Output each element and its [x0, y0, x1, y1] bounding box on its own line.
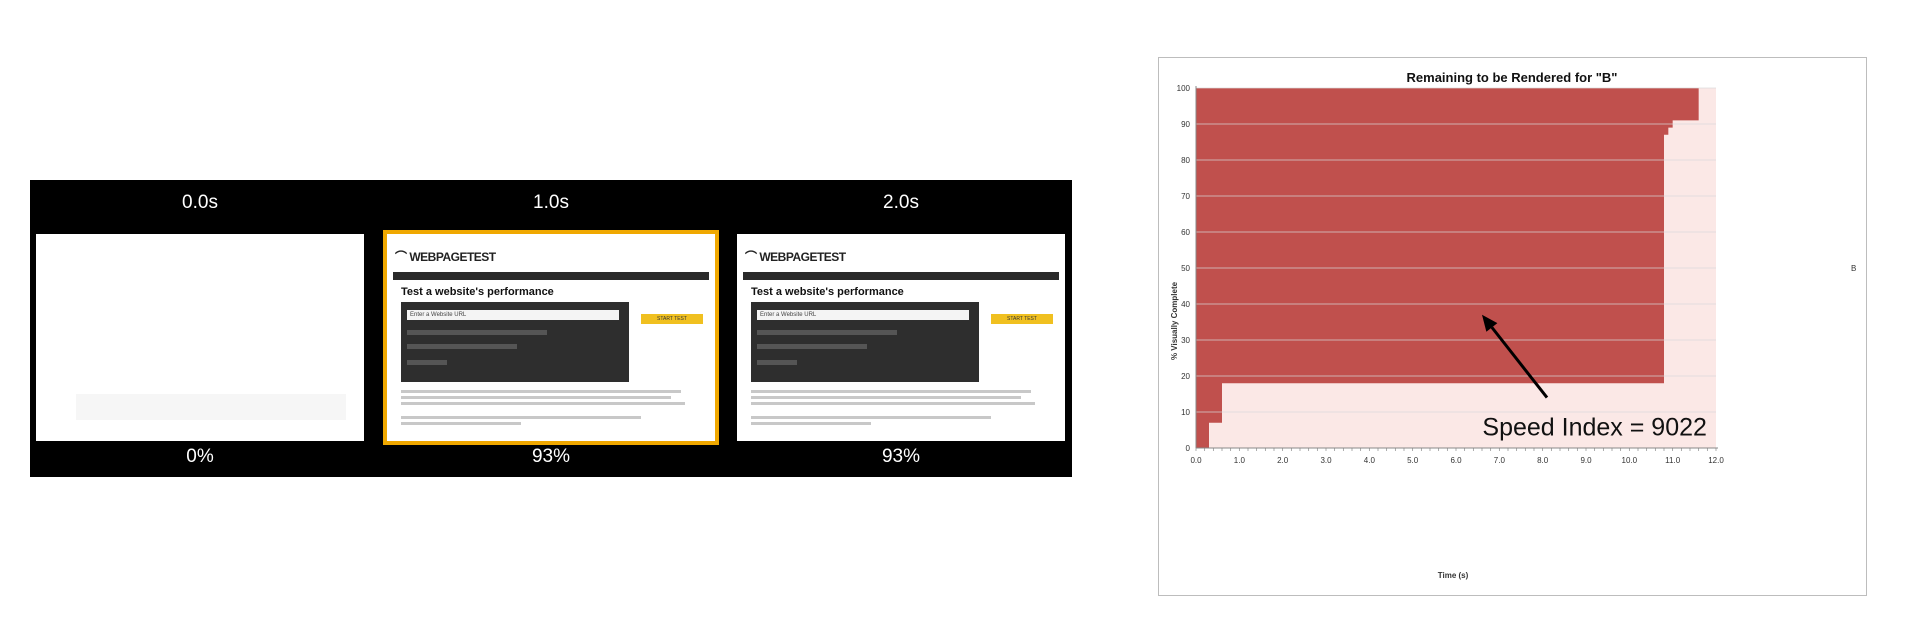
x-tick-label: 0.0 [1190, 456, 1202, 465]
x-tick-label: 5.0 [1407, 456, 1419, 465]
frame-percent-label: 93% [881, 446, 921, 467]
test-form-panel: Enter a Website URL [401, 302, 629, 382]
form-row [757, 330, 897, 335]
x-tick-label: 6.0 [1450, 456, 1462, 465]
y-tick-label: 20 [1181, 372, 1190, 381]
text-line [751, 422, 871, 425]
webpagetest-logo: ⌒ WEBPAGETEST [745, 250, 846, 264]
chart-title: Remaining to be Rendered for "B" [1407, 70, 1618, 85]
x-tick-label: 8.0 [1537, 456, 1549, 465]
webpagetest-logo: ⌒ WEBPAGETEST [395, 250, 496, 264]
frame-percent-label: 0% [186, 446, 214, 467]
annotation-arrow-shaft [1490, 326, 1549, 399]
x-tick-label: 7.0 [1494, 456, 1506, 465]
y-tick-label: 60 [1181, 228, 1190, 237]
y-tick-label: 50 [1181, 264, 1190, 273]
y-tick-label: 10 [1181, 408, 1190, 417]
x-tick-label: 1.0 [1234, 456, 1246, 465]
frame-time-label: 0.0s [182, 192, 218, 213]
frame-time-label: 2.0s [883, 192, 919, 213]
x-tick-label: 4.0 [1364, 456, 1376, 465]
form-row [757, 344, 867, 349]
text-line [751, 390, 1031, 393]
chart-canvas: Remaining to be Rendered for "B" 0 10 20 30… [1170, 70, 1856, 580]
frame-screenshot: ⌒ WEBPAGETEST Test a website's performan… [383, 230, 719, 445]
text-line [401, 422, 521, 425]
form-row [407, 344, 517, 349]
test-form-panel: Enter a Website URL [751, 302, 979, 382]
url-field: Enter a Website URL [757, 310, 969, 320]
site-nav-bar [393, 272, 709, 280]
start-test-button: START TEST [991, 314, 1053, 324]
annotation-arrowhead [1482, 314, 1498, 332]
form-row [407, 330, 547, 335]
speed-index-annotation: Speed Index = 9022 [1482, 413, 1707, 441]
site-nav-bar [743, 272, 1059, 280]
text-line [751, 396, 1021, 399]
y-tick-label: 0 [1186, 444, 1191, 453]
filmstrip-frame-selected[interactable]: 1.0s ⌒ WEBPAGETEST Test a website's perf… [381, 180, 721, 477]
y-tick-label: 100 [1177, 84, 1191, 93]
text-line [401, 416, 641, 419]
frame-screenshot-blank [36, 234, 364, 441]
y-tick-label: 30 [1181, 336, 1190, 345]
frame-screenshot: ⌒ WEBPAGETEST Test a website's performan… [737, 234, 1065, 441]
filmstrip: 0.0s 0% 1.0s ⌒ WEBPAGETEST Test a websit… [30, 180, 1072, 477]
axes: 0 10 20 30 40 50 60 70 80 90 100 0.0 1.0 2.0 3.0 4.0 5.0… [1177, 84, 1725, 465]
y-axis-label: % Visually Complete [1170, 281, 1179, 360]
x-tick-label: 11.0 [1665, 456, 1681, 465]
speed-index-chart: Remaining to be Rendered for "B" 0 10 20 30… [1158, 57, 1867, 596]
text-line [401, 396, 671, 399]
start-test-button: START TEST [641, 314, 703, 324]
x-tick-label: 9.0 [1580, 456, 1592, 465]
annotation: Speed Index = 9022 [1482, 314, 1707, 441]
text-line [751, 416, 991, 419]
y-tick-label: 40 [1181, 300, 1190, 309]
x-tick-label: 2.0 [1277, 456, 1289, 465]
frame-time-label: 1.0s [533, 192, 569, 213]
site-heading: Test a website's performance [401, 286, 554, 298]
form-row [407, 360, 447, 365]
y-tick-label: 70 [1181, 192, 1190, 201]
x-tick-label: 10.0 [1622, 456, 1638, 465]
y-tick-label: 80 [1181, 156, 1190, 165]
blank-page-area [76, 394, 346, 420]
text-line [401, 390, 681, 393]
text-line [401, 402, 685, 405]
legend-entry-b: B [1851, 264, 1856, 273]
x-axis-label: Time (s) [1438, 571, 1469, 580]
y-tick-label: 90 [1181, 120, 1190, 129]
filmstrip-frame[interactable]: 2.0s ⌒ WEBPAGETEST Test a website's perf… [731, 180, 1071, 477]
frame-percent-label: 93% [531, 446, 571, 467]
url-field: Enter a Website URL [407, 310, 619, 320]
x-tick-label: 12.0 [1708, 456, 1724, 465]
form-row [757, 360, 797, 365]
filmstrip-frame[interactable]: 0.0s 0% [30, 180, 370, 477]
text-line [751, 402, 1035, 405]
site-heading: Test a website's performance [751, 286, 904, 298]
x-tick-label: 3.0 [1320, 456, 1332, 465]
